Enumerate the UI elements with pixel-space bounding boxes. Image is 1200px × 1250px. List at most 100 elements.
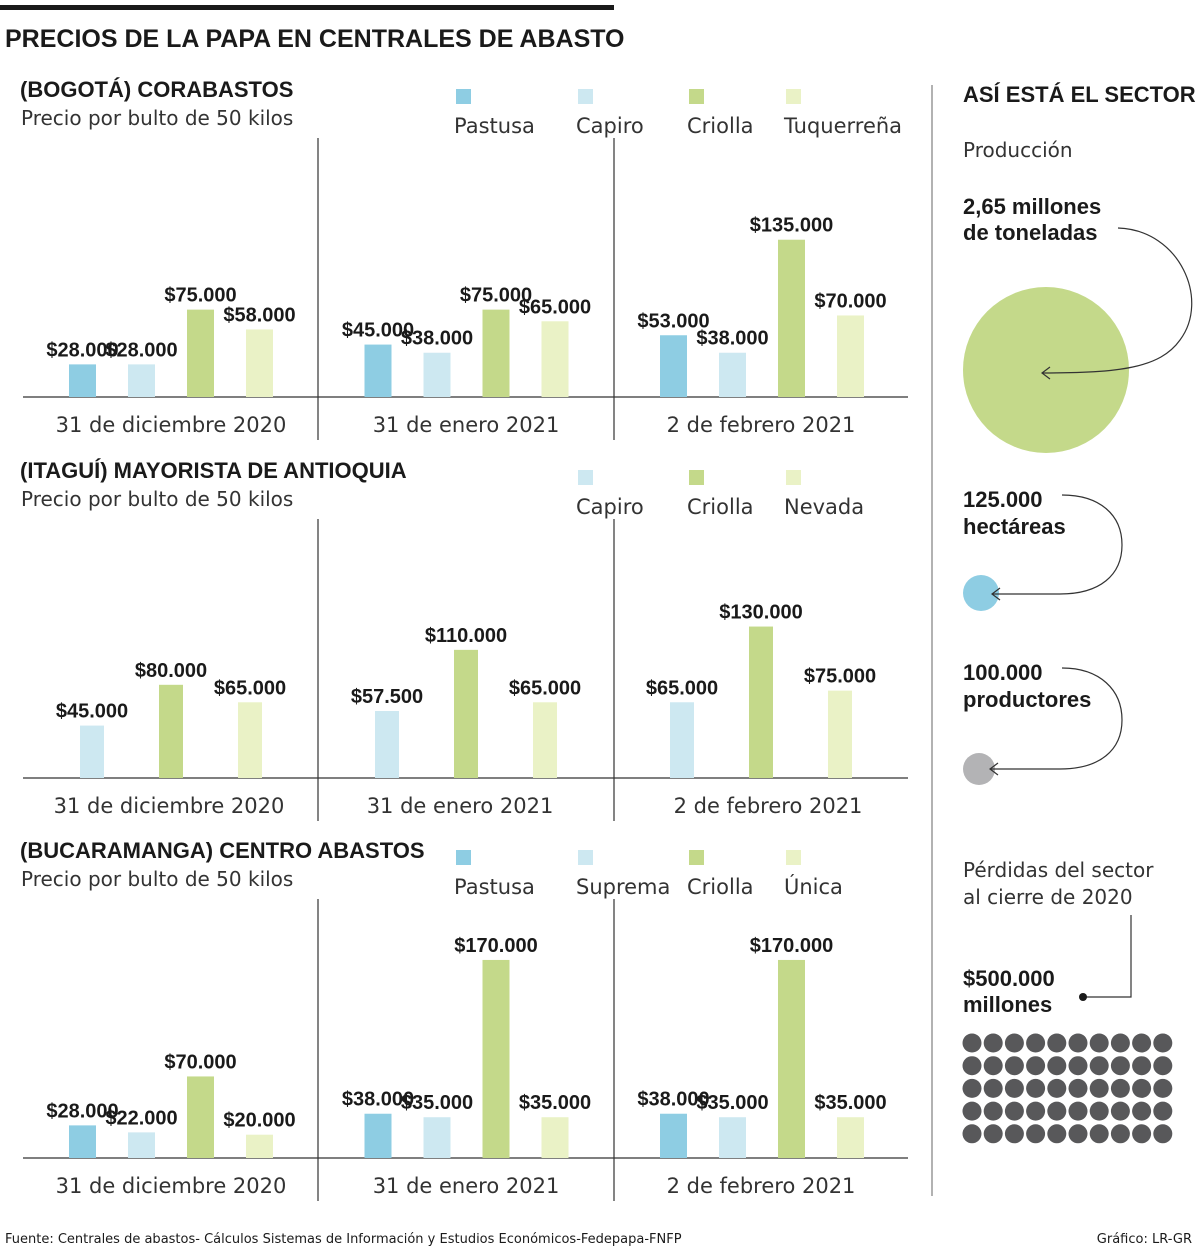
loss-dot: [1068, 1033, 1088, 1053]
producers-arrow-icon: [990, 667, 1123, 770]
loss-dot: [1153, 1033, 1173, 1053]
losses-label-line2: al cierre de 2020: [963, 885, 1133, 909]
value-label: $45.000: [342, 320, 414, 342]
loss-dot: [962, 1033, 982, 1053]
bar-capiro-3: [719, 352, 746, 397]
value-label: $22.000: [105, 1107, 177, 1129]
loss-dot: [962, 1056, 982, 1076]
loss-dot: [1132, 1056, 1152, 1076]
category-label: 2 de febrero 2021: [674, 794, 863, 818]
value-label: $38.000: [401, 328, 473, 350]
loss-dot: [1132, 1078, 1152, 1098]
value-label: $75.000: [460, 285, 532, 307]
panel-subtitle: Precio por bulto de 50 kilos: [21, 487, 293, 511]
legend-label: Nevada: [784, 495, 864, 519]
legend-swatch: [578, 850, 593, 865]
value-label: $65.000: [509, 677, 581, 699]
bar-criolla-1: [159, 684, 183, 778]
loss-dot: [1089, 1056, 1109, 1076]
value-label: $65.000: [646, 677, 718, 699]
loss-dot: [1068, 1101, 1088, 1121]
sidebar-title: ASÍ ESTÁ EL SECTOR: [963, 82, 1196, 107]
value-label: $130.000: [719, 602, 802, 624]
loss-dot: [1026, 1033, 1046, 1053]
bar-capiro-1: [128, 364, 155, 397]
legend-swatch: [689, 470, 704, 485]
bar-criolla-3: [749, 626, 773, 778]
category-label: 31 de enero 2021: [373, 413, 560, 437]
category-label: 2 de febrero 2021: [667, 1174, 856, 1198]
bar-pastusa-1: [69, 1125, 96, 1158]
loss-dot: [1089, 1124, 1109, 1144]
production-arrow-icon: [1041, 227, 1193, 374]
hectares-arrow-icon: [992, 494, 1123, 595]
bar-capiro-2: [423, 352, 451, 397]
loss-dot: [1068, 1056, 1088, 1076]
loss-dot: [962, 1124, 982, 1144]
legend-label: Pastusa: [454, 114, 535, 138]
loss-dot: [983, 1101, 1003, 1121]
value-label: $20.000: [223, 1110, 295, 1132]
loss-dot: [1004, 1124, 1024, 1144]
bar-suprema-1: [128, 1132, 155, 1158]
legend-label: Suprema: [576, 875, 670, 899]
category-label: 31 de diciembre 2020: [54, 794, 285, 818]
value-label: $35.000: [814, 1092, 886, 1114]
bar-capiro-1: [80, 725, 104, 778]
losses-value-line2: millones: [963, 992, 1052, 1017]
source-note: Fuente: Centrales de abastos- Cálculos S…: [5, 1232, 682, 1247]
loss-dot: [962, 1078, 982, 1098]
legend-label: Criolla: [687, 114, 754, 138]
bar-criolla-2: [454, 649, 478, 778]
bar-pastusa-2: [364, 1113, 392, 1158]
losses-label-line1: Pérdidas del sector: [963, 858, 1154, 882]
loss-dot: [1047, 1056, 1067, 1076]
legend-label: Capiro: [576, 495, 644, 519]
panel-subtitle: Precio por bulto de 50 kilos: [21, 106, 293, 130]
loss-dot: [1110, 1056, 1130, 1076]
legend-swatch: [786, 470, 801, 485]
loss-dot: [1110, 1033, 1130, 1053]
legend-label: Capiro: [576, 114, 644, 138]
bar-criolla-1: [187, 1076, 214, 1158]
production-label: Producción: [963, 138, 1073, 162]
legend-swatch: [578, 470, 593, 485]
panel-subtitle: Precio por bulto de 50 kilos: [21, 867, 293, 891]
loss-dot: [983, 1056, 1003, 1076]
value-label: $45.000: [56, 701, 128, 723]
legend-swatch: [786, 89, 801, 104]
panel-title: (ITAGUÍ) MAYORISTA DE ANTIOQUIA: [20, 458, 407, 483]
legend-swatch: [456, 89, 471, 104]
loss-dot: [1110, 1078, 1130, 1098]
legend-swatch: [786, 850, 801, 865]
bar-pastusa-2: [364, 344, 392, 397]
losses-dot-grid: [962, 1033, 1173, 1144]
page-title: PRECIOS DE LA PAPA EN CENTRALES DE ABAST…: [5, 25, 625, 53]
bar-única-1: [246, 1134, 273, 1158]
value-label: $110.000: [425, 625, 507, 647]
loss-dot: [1068, 1124, 1088, 1144]
bar-pastusa-3: [660, 1113, 687, 1158]
loss-dot: [1026, 1124, 1046, 1144]
value-label: $35.000: [519, 1092, 591, 1114]
value-label: $28.000: [46, 339, 118, 361]
loss-dot: [1132, 1101, 1152, 1121]
legend-swatch: [689, 89, 704, 104]
losses-dot: [1079, 993, 1087, 1001]
loss-dot: [1047, 1101, 1067, 1121]
bar-criolla-3: [778, 239, 805, 397]
loss-dot: [1068, 1078, 1088, 1098]
legend-label: Criolla: [687, 495, 754, 519]
loss-dot: [1026, 1056, 1046, 1076]
category-label: 31 de enero 2021: [367, 794, 554, 818]
loss-dot: [1089, 1101, 1109, 1121]
value-label: $38.000: [342, 1089, 414, 1111]
loss-dot: [983, 1124, 1003, 1144]
loss-dot: [1089, 1033, 1109, 1053]
loss-dot: [1110, 1124, 1130, 1144]
bar-criolla-1: [187, 309, 214, 397]
loss-dot: [983, 1033, 1003, 1053]
bar-suprema-2: [423, 1117, 451, 1158]
loss-dot: [1089, 1078, 1109, 1098]
